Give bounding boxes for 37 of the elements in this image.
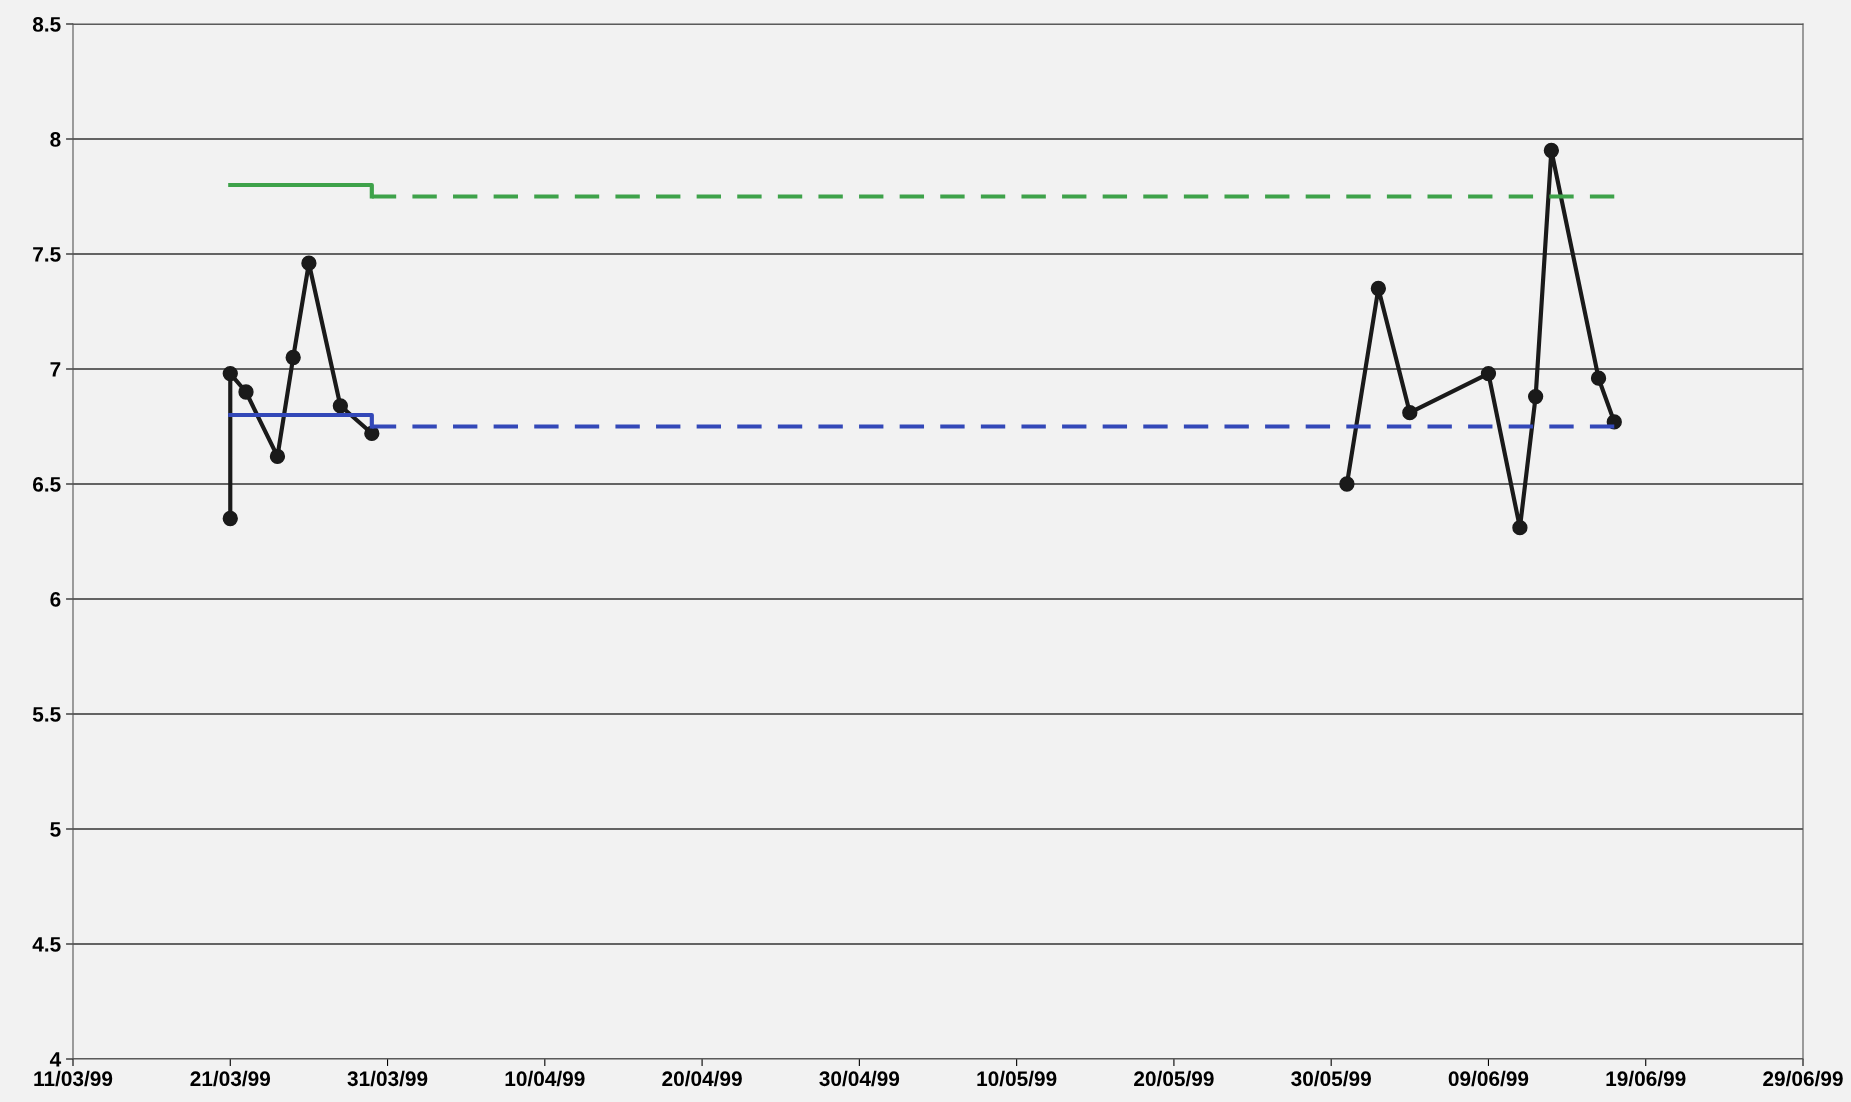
point (222, 365, 238, 382)
y-tick-label: 6 (50, 592, 61, 607)
point (1480, 365, 1497, 382)
point (1527, 388, 1544, 405)
y-tick-label: 8 (50, 132, 61, 147)
point (1543, 142, 1560, 159)
x-tick-label: 29/06/99 (1763, 1070, 1843, 1087)
x-tick-label: 10/05/99 (977, 1070, 1057, 1087)
y-tick-label: 6.5 (33, 477, 61, 492)
point (1370, 280, 1387, 297)
point (1590, 370, 1607, 386)
point (222, 510, 238, 527)
y-tick-label: 5 (50, 822, 61, 837)
x-tick-label: 09/06/99 (1448, 1070, 1529, 1087)
point (285, 349, 301, 366)
y-tick-label: 4.5 (32, 937, 61, 952)
point (1402, 405, 1418, 421)
y-tick-label: 5.5 (32, 707, 61, 722)
y-tick-label: 4 (49, 1052, 62, 1067)
point (301, 255, 317, 271)
x-tick-label: 30/05/99 (1291, 1070, 1371, 1087)
y-tick-label: 7.5 (33, 247, 61, 262)
x-tick-label: 10/04/99 (505, 1070, 585, 1087)
point (1512, 520, 1528, 536)
x-tick-label: 21/03/99 (190, 1070, 271, 1087)
y-tick-label: 7 (50, 362, 61, 377)
x-tick-label: 31/03/99 (347, 1070, 428, 1087)
x-tick-label: 20/05/99 (1134, 1070, 1214, 1087)
point (1339, 476, 1355, 492)
x-tick-label: 30/04/99 (819, 1070, 900, 1087)
point (238, 384, 254, 400)
y-tick-label: 8.5 (32, 17, 61, 32)
x-tick-label: 19/06/99 (1606, 1070, 1686, 1087)
point (269, 448, 286, 465)
x-tick-label: 20/04/99 (662, 1070, 742, 1087)
point (332, 398, 349, 414)
x-tick-label: 11/03/99 (34, 1070, 113, 1087)
